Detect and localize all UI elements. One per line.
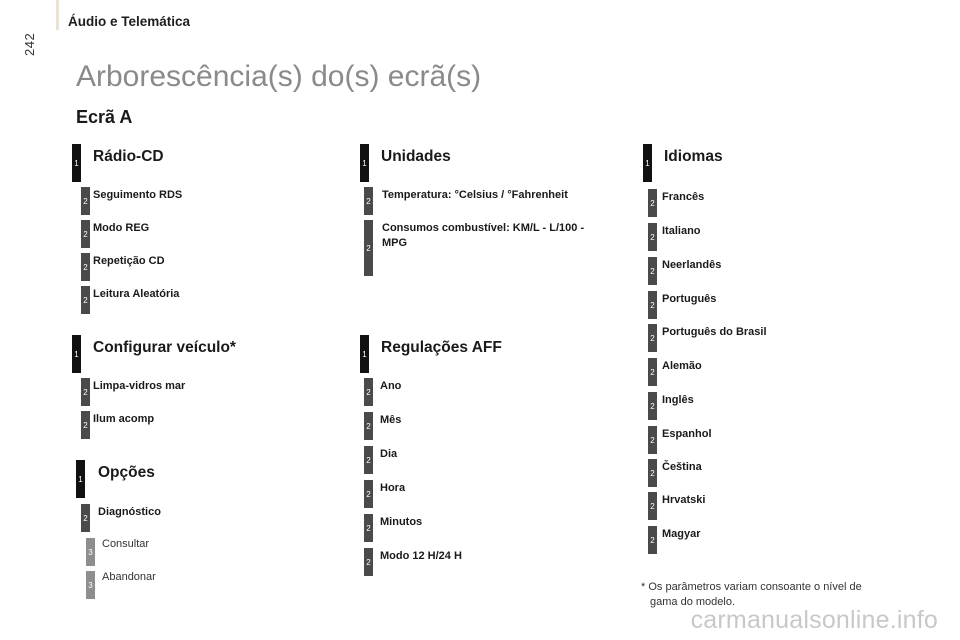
level-marker: 2 xyxy=(648,459,657,487)
screen-title: Ecrã A xyxy=(76,107,133,127)
list-item-label: Hora xyxy=(380,482,406,494)
level-marker: 1 xyxy=(72,335,81,373)
list-item-label: Ilum acomp xyxy=(93,413,155,425)
list-item-label: Modo REG xyxy=(93,222,150,234)
list-item-label: Alemão xyxy=(662,360,702,372)
level-marker: 2 xyxy=(81,286,90,314)
level-marker: 2 xyxy=(648,526,657,554)
list-item-label: Francês xyxy=(662,191,705,203)
level-marker: 2 xyxy=(648,324,657,352)
list-item-label: Seguimento RDS xyxy=(93,189,183,201)
level-marker: 2 xyxy=(648,492,657,520)
list-item-label: Diagnóstico xyxy=(98,506,161,518)
level-marker: 2 xyxy=(81,187,90,215)
level-marker: 1 xyxy=(360,335,369,373)
list-item-label: Minutos xyxy=(380,516,423,528)
list-item-label: Neerlandês xyxy=(662,259,722,271)
level-marker: 2 xyxy=(648,257,657,285)
list-item-label: Leitura Aleatória xyxy=(93,288,180,300)
page-number: 242 xyxy=(22,32,37,56)
level-marker: 1 xyxy=(72,144,81,182)
menu-title: Idiomas xyxy=(664,148,723,165)
list-item-label: Modo 12 H/24 H xyxy=(380,550,462,562)
level-marker: 1 xyxy=(76,460,85,498)
menu-title: Opções xyxy=(98,464,155,481)
menu-title: Unidades xyxy=(381,148,451,165)
list-item-label: Consultar xyxy=(102,538,150,550)
list-item-label: Repetição CD xyxy=(93,255,165,267)
level-marker: 2 xyxy=(364,446,373,474)
list-item-label: Abandonar xyxy=(102,571,156,583)
list-item-label: Italiano xyxy=(662,225,701,237)
level-marker: 2 xyxy=(81,411,90,439)
level-marker: 2 xyxy=(81,253,90,281)
list-item-label: Espanhol xyxy=(662,428,712,440)
level-marker: 2 xyxy=(364,480,373,508)
level-marker: 2 xyxy=(648,189,657,217)
level-marker: 2 xyxy=(648,291,657,319)
level-marker: 2 xyxy=(364,548,373,576)
level-marker: 2 xyxy=(364,378,373,406)
list-item-label: Temperatura: °Celsius / °Fahrenheit xyxy=(382,189,568,201)
level-marker: 1 xyxy=(643,144,652,182)
level-marker: 2 xyxy=(648,392,657,420)
level-marker: 2 xyxy=(81,220,90,248)
list-item-label: Dia xyxy=(380,448,398,460)
level-marker: 3 xyxy=(86,538,95,566)
level-marker: 2 xyxy=(364,412,373,440)
menu-title: Regulações AFF xyxy=(381,339,502,356)
list-item-label: Consumos combustível: KM/L - L/100 - xyxy=(382,222,585,234)
footnote-line: * Os parâmetros variam consoante o nível… xyxy=(641,581,862,593)
level-marker: 2 xyxy=(648,223,657,251)
list-item-label: Hrvatski xyxy=(662,494,706,506)
list-item-label: Mês xyxy=(380,414,402,426)
level-marker: 2 xyxy=(81,504,90,532)
level-marker: 1 xyxy=(360,144,369,182)
level-marker: 2 xyxy=(81,378,90,406)
list-item-label: Inglês xyxy=(662,394,694,406)
list-item-label: Limpa-vidros mar xyxy=(93,380,186,392)
header-rule xyxy=(56,0,59,30)
level-marker: 2 xyxy=(364,220,373,276)
list-item-label: Čeština xyxy=(662,461,702,473)
list-item-label: Magyar xyxy=(662,528,701,540)
menu-title: Configurar veículo* xyxy=(93,339,236,356)
footnote: * Os parâmetros variam consoante o nível… xyxy=(641,580,911,610)
level-marker: 2 xyxy=(364,514,373,542)
list-item-label-continued: MPG xyxy=(382,237,408,249)
watermark: carmanualsonline.info xyxy=(690,606,938,634)
section-title: Áudio e Telemática xyxy=(68,14,191,29)
level-marker: 2 xyxy=(648,358,657,386)
list-item-label: Português do Brasil xyxy=(662,326,767,338)
menu-title: Rádio-CD xyxy=(93,148,164,165)
page-title: Arborescência(s) do(s) ecrã(s) xyxy=(76,60,482,93)
list-item-label: Ano xyxy=(380,380,402,392)
footnote-line-continued: gama do modelo. xyxy=(650,596,735,608)
level-marker: 2 xyxy=(648,426,657,454)
list-item-label: Português xyxy=(662,293,717,305)
level-marker: 2 xyxy=(364,187,373,215)
level-marker: 3 xyxy=(86,571,95,599)
